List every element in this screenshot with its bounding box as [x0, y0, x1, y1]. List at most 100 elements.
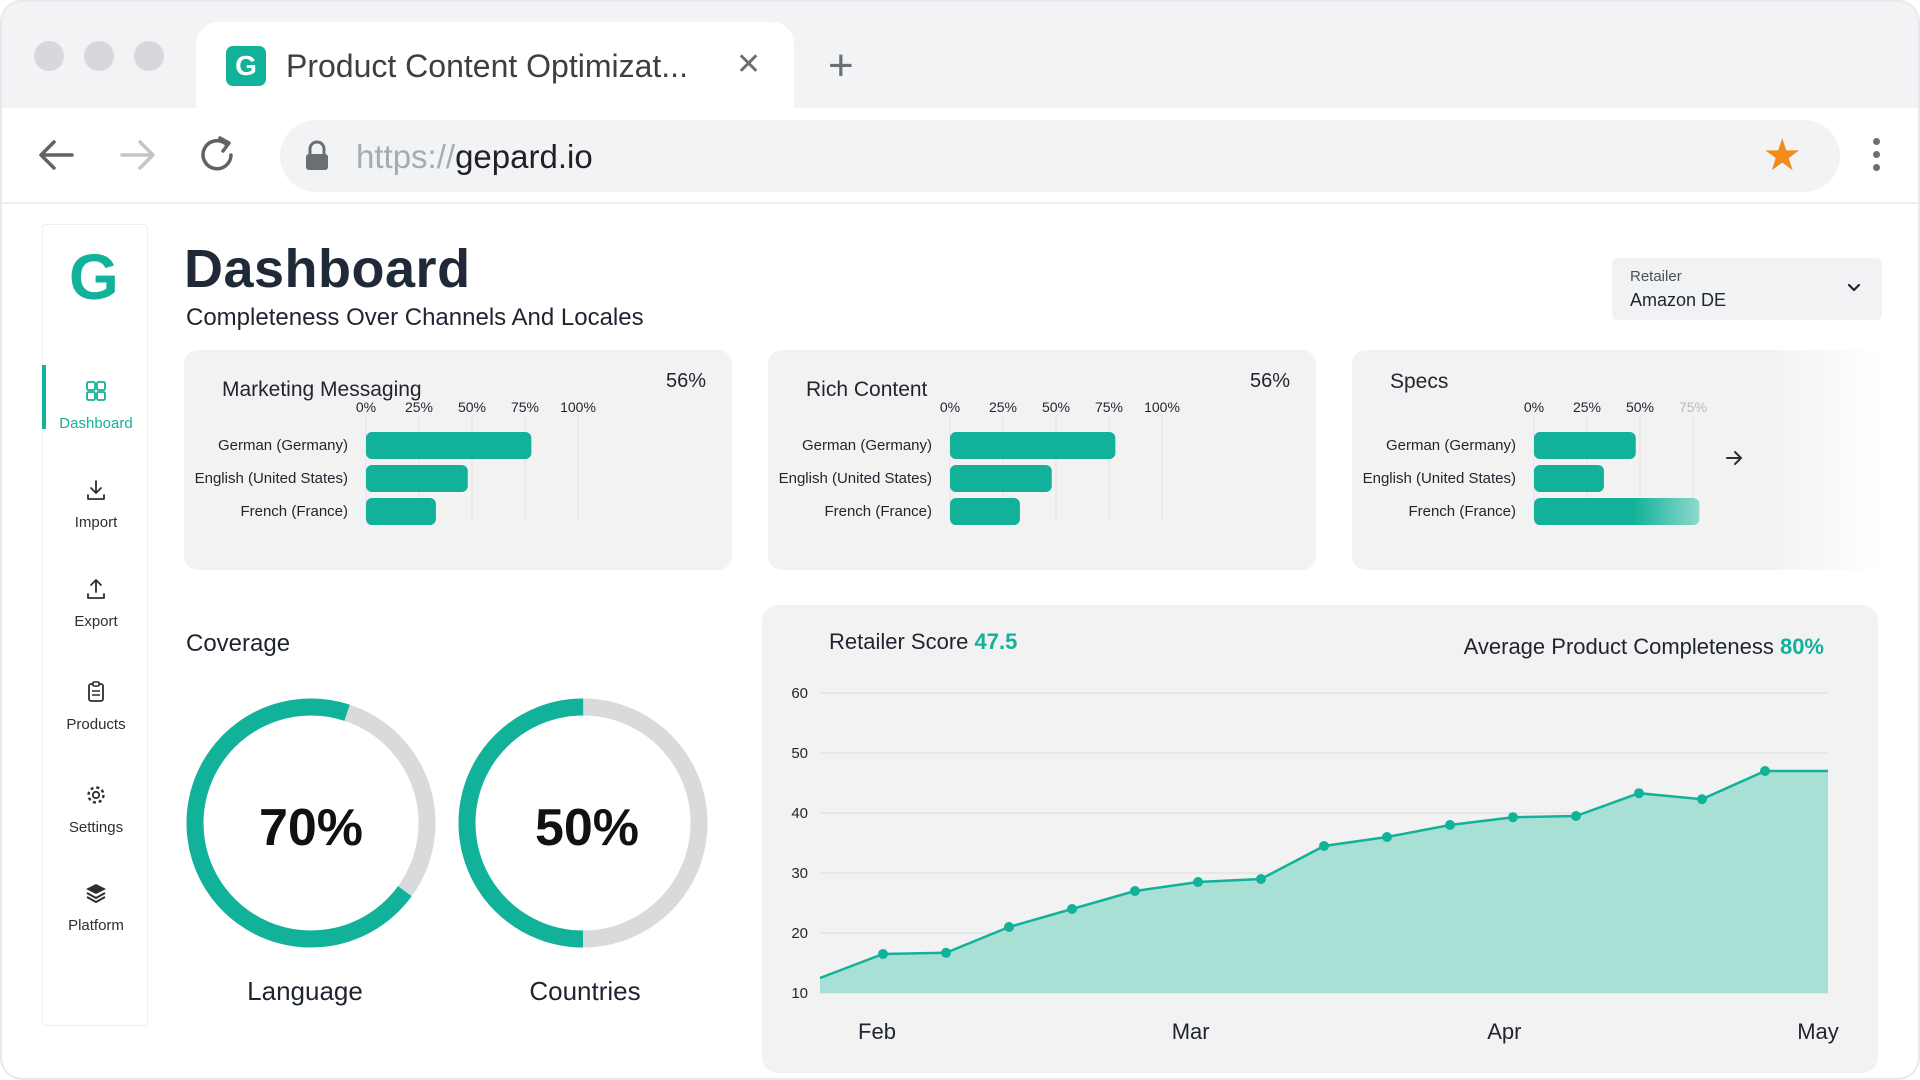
retailer-score-value: 47.5	[974, 629, 1018, 654]
x-tick-label: May	[1797, 1019, 1839, 1044]
bar-category-label: German (Germany)	[1386, 437, 1516, 454]
bar-tick-label: 25%	[405, 399, 433, 415]
bar-tick-label: 25%	[1573, 399, 1601, 415]
bar	[950, 465, 1052, 492]
browser-menu-icon[interactable]	[1870, 138, 1882, 178]
donut-progress-arc	[186, 698, 436, 948]
bookmark-star-icon[interactable]: ★	[1762, 131, 1802, 180]
nav-platform[interactable]: Platform	[43, 877, 149, 947]
nav-dashboard[interactable]: Dashboard	[42, 365, 149, 445]
bar	[950, 498, 1020, 525]
retailer-score-heading: Retailer Score 47.5	[829, 629, 1017, 655]
bar-category-label: German (Germany)	[802, 437, 932, 454]
average-completeness-heading: Average Product Completeness 80%	[1464, 634, 1824, 660]
data-point	[1634, 788, 1644, 799]
bar-category-label: French (France)	[824, 503, 932, 520]
nav-import-label: Import	[74, 514, 118, 531]
reload-icon[interactable]	[192, 130, 242, 180]
nav-dashboard-label: Dashboard	[59, 415, 133, 432]
card-percentage: 56%	[665, 370, 706, 392]
language-donut	[186, 698, 436, 948]
data-point	[1004, 922, 1014, 932]
window-maximize-dot[interactable]	[134, 41, 164, 71]
app-sidebar: G Dashboard Import Export	[42, 224, 148, 1026]
data-point	[878, 949, 888, 959]
retailer-select-value: Amazon DE	[1630, 290, 1727, 310]
data-point	[1760, 766, 1770, 776]
language-value: 70%	[258, 799, 364, 857]
x-tick-label: Apr	[1487, 1019, 1521, 1044]
page-subtitle: Completeness Over Channels And Locales	[186, 304, 644, 331]
data-point	[1571, 811, 1581, 821]
average-completeness-label: Average Product Completeness	[1463, 634, 1774, 659]
tab-title: Product Content Optimizat...	[286, 48, 688, 84]
bar-tick-label: 0%	[356, 399, 376, 415]
browser-toolbar: https://gepard.io ★	[2, 108, 1918, 204]
bar-category-label: French (France)	[1408, 503, 1516, 520]
card-title: Rich Content	[806, 378, 928, 401]
nav-products[interactable]: Products	[43, 676, 149, 746]
nav-export[interactable]: Export	[43, 573, 149, 643]
new-tab-icon[interactable]: +	[828, 41, 854, 90]
bar-tick-label: 50%	[1042, 399, 1070, 415]
card-title: Marketing Messaging	[222, 378, 422, 401]
address-bar[interactable]: https://gepard.io ★	[280, 120, 1840, 192]
bar	[1534, 432, 1636, 459]
data-point	[1256, 874, 1266, 884]
app-logo[interactable]: G	[69, 241, 119, 313]
bar-tick-label: 25%	[989, 399, 1017, 415]
retailer-select[interactable]: Retailer Amazon DE	[1612, 258, 1882, 320]
data-point	[1130, 886, 1140, 896]
url-text: https://gepard.io	[356, 138, 593, 176]
card-title: Specs	[1390, 370, 1449, 393]
x-tick-label: Feb	[858, 1019, 896, 1044]
bar-tick-label: 100%	[1144, 399, 1180, 415]
nav-export-label: Export	[74, 613, 118, 630]
forward-arrow-icon[interactable]	[112, 130, 162, 180]
donut-progress-arc	[458, 698, 708, 948]
url-protocol: https://	[356, 138, 456, 175]
bar	[1534, 465, 1604, 492]
data-point	[1319, 841, 1329, 851]
window-close-dot[interactable]	[34, 41, 64, 71]
bar-tick-label: 75%	[1095, 399, 1123, 415]
card-percentage: 56%	[1249, 370, 1290, 392]
retailer-score-area-chart: 10 20 30 40 50 60 Feb Mar Apr May	[791, 685, 1839, 1044]
bar	[366, 432, 532, 459]
average-completeness-value: 80%	[1779, 634, 1824, 659]
bar-tick-label: 50%	[458, 399, 486, 415]
nav-settings[interactable]: Settings	[43, 779, 149, 849]
data-point	[1445, 820, 1455, 830]
countries-label: Countries	[529, 976, 641, 1006]
chevron-down-icon	[1847, 283, 1861, 292]
area-fill	[820, 771, 1828, 993]
bar-tick-label: 100%	[560, 399, 596, 415]
layers-icon	[86, 884, 106, 903]
countries-donut	[458, 698, 708, 948]
data-point	[1067, 904, 1077, 914]
bar-category-label: French (France)	[240, 503, 348, 520]
coverage-title: Coverage	[186, 630, 291, 657]
bar-tick-label: 0%	[940, 399, 960, 415]
arrow-right-icon[interactable]	[1724, 448, 1746, 468]
nav-products-label: Products	[66, 716, 126, 733]
x-tick-label: Mar	[1172, 1019, 1210, 1044]
data-point	[941, 947, 951, 958]
window-minimize-dot[interactable]	[84, 41, 114, 71]
bar-tick-label: 75%	[1679, 399, 1707, 415]
back-arrow-icon[interactable]	[32, 130, 82, 180]
page-title: Dashboard	[184, 239, 471, 299]
tab-favicon-icon: G	[226, 46, 266, 86]
clipboard-icon	[88, 681, 104, 702]
data-point	[1193, 877, 1203, 887]
retailer-score-card: Retailer Score 47.5 Average Product Comp…	[762, 605, 1878, 1073]
y-tick-label: 60	[791, 685, 808, 702]
gear-icon	[87, 786, 105, 804]
browser-tab[interactable]: G Product Content Optimizat... ✕	[196, 22, 794, 110]
nav-settings-label: Settings	[68, 819, 124, 836]
close-tab-icon[interactable]: ✕	[736, 48, 762, 81]
bar-category-label: English (United States)	[1363, 470, 1516, 487]
retailer-score-label: Retailer Score	[829, 629, 969, 654]
nav-import[interactable]: Import	[43, 474, 149, 544]
